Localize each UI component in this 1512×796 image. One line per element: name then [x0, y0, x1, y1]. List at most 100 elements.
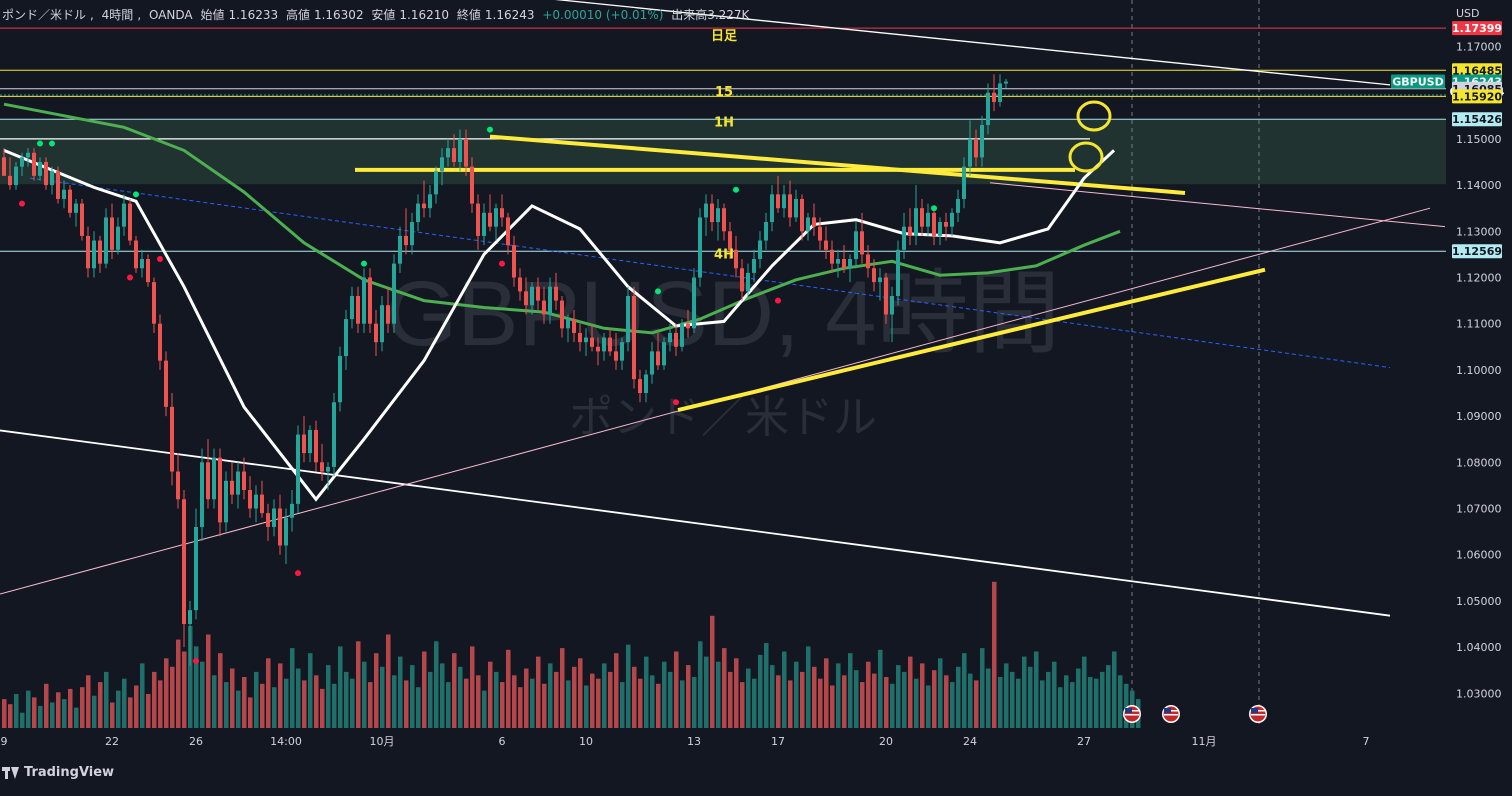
- event-flags: [1123, 705, 1267, 723]
- volume-bar: [272, 687, 277, 728]
- candle-body: [242, 471, 246, 491]
- volume-bar: [140, 663, 145, 728]
- candle-body: [968, 138, 972, 167]
- volume-bar: [950, 682, 955, 728]
- volume-bar: [1112, 651, 1117, 728]
- symbol-name[interactable]: ポンド／米ドル: [2, 8, 87, 22]
- volume-bar: [518, 687, 523, 728]
- volume-bar: [1040, 680, 1045, 728]
- volume-bar: [440, 663, 445, 728]
- high-marker: [733, 186, 739, 193]
- candle-body: [80, 203, 84, 236]
- close-value: 1.16243: [484, 8, 535, 22]
- volume-bar: [872, 673, 877, 728]
- high-marker: [655, 288, 661, 295]
- y-tick-label: 1.12000: [1456, 272, 1502, 285]
- volume-bar: [128, 697, 133, 728]
- candle-body: [602, 337, 606, 352]
- candle-body: [572, 319, 576, 333]
- candle-body: [680, 323, 684, 347]
- currency-label: USD: [1456, 7, 1480, 20]
- candle-body: [428, 194, 432, 209]
- candle-body: [806, 217, 810, 232]
- candle-body: [410, 222, 414, 246]
- candle-body: [152, 282, 156, 324]
- candle-body: [740, 268, 744, 292]
- volume-bar: [44, 683, 49, 728]
- candle-body: [764, 222, 768, 241]
- timeframe[interactable]: 4時間: [101, 8, 134, 22]
- candle-body: [638, 379, 642, 393]
- volume-bar: [356, 641, 361, 728]
- volume-bar: [206, 634, 211, 728]
- volume-bar: [68, 688, 73, 728]
- ma-slow-line: [3, 102, 1121, 335]
- candle-body: [800, 198, 804, 232]
- low-marker: [295, 570, 301, 577]
- volume-bar: [320, 688, 325, 728]
- tradingview-icon: [2, 766, 20, 779]
- candle-body: [422, 203, 426, 209]
- candle-body: [938, 222, 942, 236]
- volume-bar: [242, 677, 247, 728]
- candle-body: [884, 277, 888, 315]
- candle-body: [14, 166, 18, 186]
- volume-bar: [944, 675, 949, 728]
- volume-bar: [1028, 666, 1033, 728]
- y-tick-label: 1.14000: [1456, 179, 1502, 192]
- volume-bar: [788, 680, 793, 728]
- candle-body: [200, 462, 204, 527]
- volume-bar: [98, 682, 103, 728]
- candle-body: [230, 480, 234, 495]
- volume-bar: [740, 682, 745, 728]
- volume-bar: [590, 673, 595, 728]
- level-annotation: 15: [715, 85, 733, 100]
- candle-body: [404, 235, 408, 246]
- candle-body: [848, 259, 852, 269]
- volume-bar: [116, 690, 121, 728]
- tradingview-logo[interactable]: TradingView: [2, 765, 114, 780]
- candle-body: [506, 217, 510, 246]
- volume-bar: [764, 643, 769, 728]
- candle-body: [182, 499, 186, 624]
- volume-bar: [986, 668, 991, 728]
- volume-bar: [626, 644, 631, 728]
- volume-bar: [350, 678, 355, 728]
- candle-body: [122, 203, 126, 227]
- low-marker: [19, 200, 25, 207]
- candle-body: [74, 203, 78, 213]
- volume-bar: [74, 707, 79, 728]
- candle-body: [464, 138, 468, 167]
- x-tick-label: 26: [189, 735, 203, 748]
- volume-bar: [410, 665, 415, 728]
- volume-bar: [1058, 687, 1063, 728]
- volume-bar: [524, 668, 529, 728]
- price-tag-bg: [1452, 112, 1502, 127]
- candle-body: [92, 240, 96, 269]
- candle-body: [920, 208, 924, 227]
- candle-body: [110, 217, 114, 250]
- candle-body: [926, 212, 930, 227]
- volume-bar: [1016, 678, 1021, 728]
- volume-bar: [248, 697, 253, 728]
- candle-body: [386, 305, 390, 324]
- x-tick-label: 6: [499, 735, 506, 748]
- volume-bar: [56, 692, 61, 728]
- low-marker: [193, 657, 199, 664]
- low-marker: [775, 297, 781, 304]
- candle-body: [980, 125, 984, 158]
- candle-body: [50, 171, 54, 186]
- volume-bar: [158, 680, 163, 728]
- candle-body: [860, 231, 864, 255]
- volume-bar: [14, 694, 19, 728]
- candle-body: [932, 212, 936, 236]
- volume-bar: [2, 699, 7, 728]
- volume-bar: [938, 658, 943, 728]
- candle-body: [332, 402, 336, 467]
- y-tick-label: 1.17000: [1456, 41, 1502, 54]
- x-tick-label: 14:00: [270, 735, 302, 748]
- volume-bar: [560, 648, 565, 728]
- volume-bar: [806, 646, 811, 728]
- fractal-markers: [19, 126, 937, 664]
